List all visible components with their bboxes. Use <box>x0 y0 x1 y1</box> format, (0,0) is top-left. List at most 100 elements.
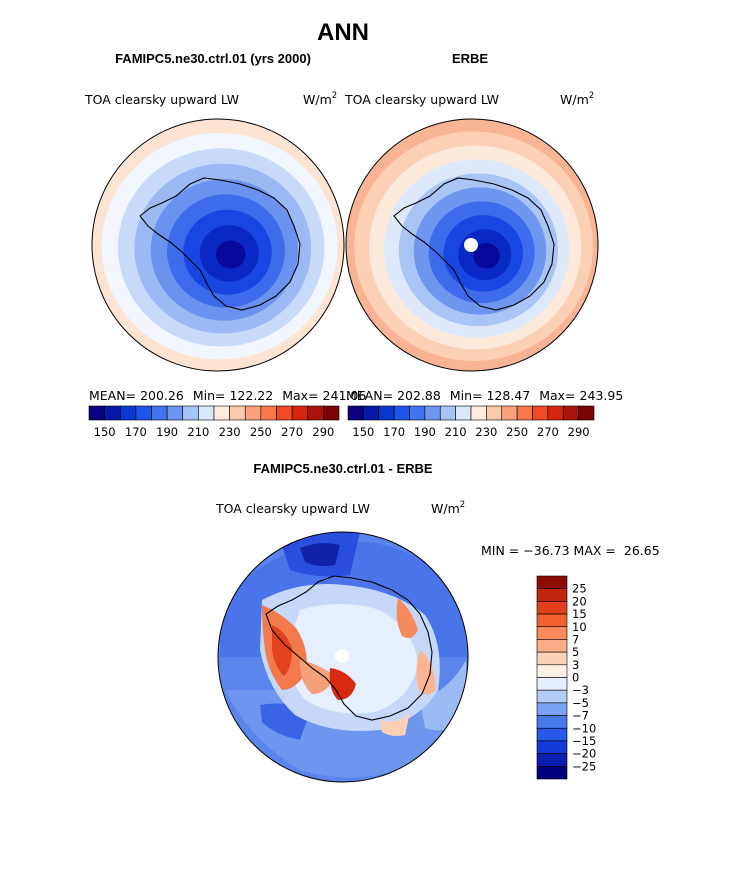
diff-colorbar-label-2: 15 <box>572 607 587 621</box>
cb-left-swatch-1 <box>104 405 121 421</box>
cb-right-swatch-5 <box>424 405 441 421</box>
cb-left-swatch-14 <box>307 405 324 421</box>
right-units-label: W/m2 <box>560 91 594 107</box>
cb-left-label-6: 270 <box>281 425 303 439</box>
left-units-label: W/m2 <box>303 91 337 107</box>
diff-colorbar-label-11: −10 <box>572 721 596 735</box>
diff-colorbar-swatch-2 <box>536 601 568 615</box>
diff-polar-map <box>217 531 469 783</box>
cb-right-label-3: 210 <box>445 425 467 439</box>
left-stats: MEAN= 200.26 Min= 122.22 Max= 241.06 <box>89 388 366 403</box>
cb-left-label-7: 290 <box>312 425 334 439</box>
diff-colorbar-label-5: 5 <box>572 645 579 659</box>
diff-colorbar-label-7: 0 <box>572 671 579 685</box>
cb-left-swatch-6 <box>182 405 199 421</box>
cb-right-swatch-14 <box>562 405 579 421</box>
right-antarctica-coastline <box>393 177 555 311</box>
diff-colorbar-label-8: −3 <box>572 683 589 697</box>
diff-panel-title: FAMIPC5.ne30.ctrl.01 - ERBE <box>253 461 432 476</box>
diff-colorbar-label-4: 7 <box>572 632 579 646</box>
cb-left-label-5: 250 <box>250 425 272 439</box>
cb-left-label-1: 170 <box>125 425 147 439</box>
cb-right-swatch-1 <box>363 405 380 421</box>
diff-antarctica-coastline <box>265 575 433 721</box>
left-variable-label: TOA clearsky upward LW <box>84 92 239 107</box>
cb-left-label-0: 150 <box>94 425 116 439</box>
diff-pole-marker <box>335 649 349 663</box>
diff-colorbar-label-13: −20 <box>572 747 596 761</box>
diff-colorbar-swatch-4 <box>536 626 568 640</box>
diff-colorbar-swatch-10 <box>536 702 568 716</box>
diff-colorbar-swatch-1 <box>536 588 568 602</box>
diff-units-label: W/m2 <box>431 500 465 516</box>
cb-left-swatch-15 <box>323 405 340 421</box>
diff-colorbar-swatch-15 <box>536 766 568 780</box>
cb-left-swatch-7 <box>198 405 215 421</box>
diff-colorbar-swatch-3 <box>536 613 568 628</box>
diff-colorbar-swatch-9 <box>536 689 568 704</box>
cb-left-label-3: 210 <box>187 425 209 439</box>
cb-right-label-0: 150 <box>352 425 374 439</box>
cb-right-swatch-6 <box>439 405 456 421</box>
cb-right-label-1: 170 <box>383 425 405 439</box>
diff-colorbar-label-14: −25 <box>572 759 596 773</box>
cb-right-label-7: 290 <box>568 425 590 439</box>
right-stats: MEAN= 202.88 Min= 128.47 Max= 243.95 <box>346 388 623 403</box>
diff-colorbar-swatch-11 <box>536 715 568 729</box>
right-polar-map <box>345 118 599 372</box>
cb-left-label-4: 230 <box>219 425 241 439</box>
cb-left-swatch-9 <box>229 405 246 421</box>
diff-colorbar-label-6: 3 <box>572 658 579 672</box>
cb-left-swatch-10 <box>244 405 262 421</box>
cb-left-swatch-5 <box>166 405 184 421</box>
figure-title: ANN <box>317 19 369 46</box>
diff-colorbar-label-10: −7 <box>572 709 589 723</box>
diff-colorbar-swatch-5 <box>536 639 568 653</box>
left-panel-title: FAMIPC5.ne30.ctrl.01 (yrs 2000) <box>115 51 311 66</box>
diff-colorbar-swatch-12 <box>536 727 568 742</box>
cb-right-label-6: 270 <box>537 425 559 439</box>
cb-left-swatch-8 <box>213 405 230 421</box>
right-pole-marker <box>464 238 478 252</box>
right-colorbar: 150 170 190 210 230 250 270 290 <box>347 405 595 439</box>
diff-colorbar-swatch-0 <box>536 575 568 589</box>
cb-right-swatch-11 <box>516 405 533 421</box>
cb-right-swatch-13 <box>547 405 564 421</box>
left-polar-map <box>91 118 345 372</box>
cb-right-swatch-10 <box>501 405 518 421</box>
cb-right-swatch-0 <box>347 405 364 421</box>
right-variable-label: TOA clearsky upward LW <box>344 92 499 107</box>
diff-colorbar-label-9: −5 <box>572 696 589 710</box>
left-colorbar: 150 170 190 210 230 250 270 290 <box>88 405 340 439</box>
left-antarctica-coastline <box>139 177 301 311</box>
diff-colorbar-swatch-6 <box>536 651 568 666</box>
right-rings-band-9 <box>473 243 500 269</box>
cb-left-swatch-11 <box>260 405 277 421</box>
cb-right-swatch-9 <box>486 405 503 421</box>
cb-right-swatch-4 <box>409 405 426 421</box>
diff-colorbar-swatch-8 <box>536 677 568 691</box>
diff-colorbar-label-0: 25 <box>572 582 587 596</box>
cb-right-swatch-12 <box>532 405 549 421</box>
diff-colorbar-label-3: 10 <box>572 620 587 634</box>
cb-left-swatch-0 <box>88 405 105 421</box>
cb-left-swatch-13 <box>291 405 309 421</box>
cb-left-swatch-4 <box>151 405 168 421</box>
diff-variable-label: TOA clearsky upward LW <box>215 501 370 516</box>
right-panel-title: ERBE <box>452 51 488 66</box>
diff-colorbar-swatch-7 <box>536 664 568 678</box>
left-rings-band-8 <box>216 240 246 269</box>
cb-left-label-2: 190 <box>156 425 178 439</box>
diff-colorbar-label-12: −15 <box>572 734 596 748</box>
cb-right-swatch-15 <box>578 405 595 421</box>
diff-colorbar-swatch-13 <box>536 740 568 754</box>
cb-right-swatch-7 <box>455 405 472 421</box>
diff-colorbar-swatch-14 <box>536 753 568 767</box>
cb-right-swatch-3 <box>393 405 410 421</box>
cb-left-swatch-12 <box>276 405 293 421</box>
cb-right-label-5: 250 <box>506 425 528 439</box>
cb-right-label-2: 190 <box>414 425 436 439</box>
diff-colorbar-label-1: 20 <box>572 594 587 608</box>
